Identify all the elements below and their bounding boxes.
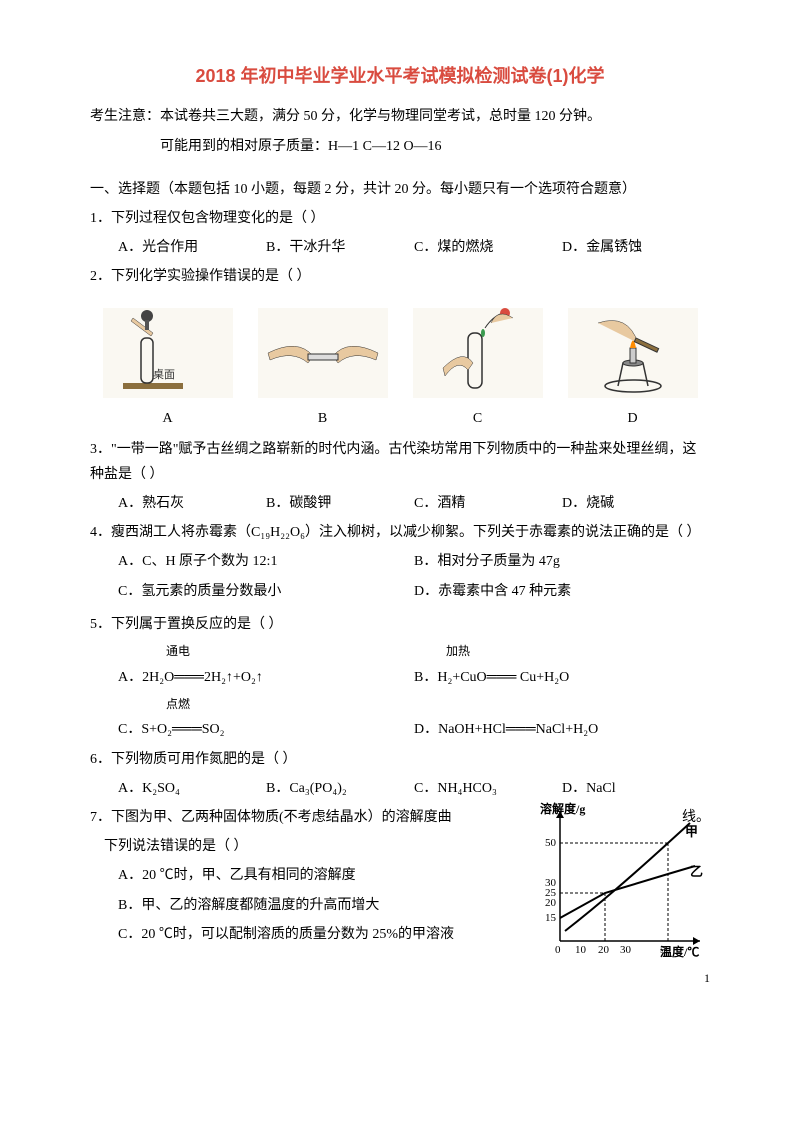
q4-option-a: A．C、H 原子个数为 12:1: [118, 549, 414, 574]
q4-option-d: D．赤霉素中含 47 种元素: [414, 579, 710, 604]
exam-title: 2018 年初中毕业学业水平考试模拟检测试卷(1)化学: [90, 60, 710, 92]
svg-text:10: 10: [575, 944, 587, 956]
q5-label-c: 点燃: [166, 697, 190, 711]
q3-option-a: A．熟石灰: [118, 491, 266, 516]
q5-row-cd: C．S+O₂═══SO₂ D．NaOH+HCl═══NaCl+H₂O: [118, 717, 710, 742]
q1-options: A．光合作用 B．干冰升华 C．煤的燃烧 D．金属锈蚀: [118, 235, 710, 260]
q2-label-d: D: [555, 406, 710, 431]
question-7: 7．下图为甲、乙两种固体物质(不考虑结晶水）的溶解度曲 线。 下列说法错误的是（…: [90, 805, 710, 961]
notice-line-2: 可能用到的相对原子质量：H—1 C—12 O—16: [160, 134, 710, 159]
q7-text-block: 7．下图为甲、乙两种固体物质(不考虑结晶水）的溶解度曲 线。 下列说法错误的是（…: [90, 805, 520, 955]
q1-option-c: C．煤的燃烧: [414, 235, 562, 260]
question-4: 4．瘦西湖工人将赤霉素（C₁₉H₂₂O₆）注入柳树，以减少柳絮。下列关于赤霉素的…: [90, 520, 710, 608]
q6-option-d: D．NaCl: [562, 776, 710, 801]
q4-option-c: C．氢元素的质量分数最小: [118, 579, 414, 604]
q7-option-b: B．甲、乙的溶解度都随温度的升高而增大: [118, 893, 520, 918]
q2-label-a: A: [90, 406, 245, 431]
q1-option-d: D．金属锈蚀: [562, 235, 710, 260]
q1-option-b: B．干冰升华: [266, 235, 414, 260]
svg-text:20: 20: [598, 944, 610, 956]
q4-option-b: B．相对分子质量为 47g: [414, 549, 710, 574]
q2-images: 桌面: [90, 298, 710, 398]
q7-stem-2: 下列说法错误的是（ ）: [104, 834, 520, 859]
q2-img-b: [258, 308, 388, 398]
svg-text:50: 50: [545, 837, 557, 849]
section-1-header: 一、选择题（本题包括 10 小题，每题 2 分，共计 20 分。每小题只有一个选…: [90, 177, 710, 202]
question-6: 6．下列物质可用作氮肥的是（ ） A．K₂SO₄ B．Ca₃(PO₄)₂ C．N…: [90, 747, 710, 801]
q7-option-a: A．20 ℃时，甲、乙具有相同的溶解度: [118, 863, 520, 888]
svg-text:桌面: 桌面: [153, 368, 175, 381]
q5-label-a: 通电: [166, 644, 190, 658]
q6-option-a: A．K₂SO₄: [118, 776, 266, 801]
q1-stem: 1．下列过程仅包含物理变化的是（ ）: [90, 206, 710, 231]
q2-img-a: 桌面: [103, 308, 233, 398]
q6-option-c: C．NH₄HCO₃: [414, 776, 562, 801]
q5-labels-c: 点燃: [118, 694, 710, 716]
q5-option-d: D．NaOH+HCl═══NaCl+H₂O: [414, 717, 710, 742]
q5-option-b: B．H₂+CuO═══ Cu+H₂O: [414, 665, 710, 690]
q5-option-c: C．S+O₂═══SO₂: [118, 717, 414, 742]
q5-labels-ab: 通电 加热: [118, 641, 710, 663]
q6-stem: 6．下列物质可用作氮肥的是（ ）: [90, 747, 710, 772]
q2-stem: 2．下列化学实验操作错误的是（ ）: [90, 264, 710, 289]
q5-row-ab: A．2H₂O═══2H₂↑+O₂↑ B．H₂+CuO═══ Cu+H₂O: [118, 665, 710, 690]
q5-option-a: A．2H₂O═══2H₂↑+O₂↑: [118, 665, 414, 690]
q4-stem: 4．瘦西湖工人将赤霉素（C₁₉H₂₂O₆）注入柳树，以减少柳絮。下列关于赤霉素的…: [90, 520, 710, 545]
q3-option-b: B．碳酸钾: [266, 491, 414, 516]
q2-image-labels: A B C D: [90, 406, 710, 431]
q7-xian: 线。: [682, 805, 710, 830]
q5-label-b: 加热: [446, 644, 470, 658]
svg-text:乙: 乙: [690, 864, 703, 879]
svg-text:溶解度/g: 溶解度/g: [540, 801, 585, 816]
question-3: 3．"一带一路"赋予古丝绸之路崭新的时代内涵。古代染坊常用下列物质中的一种盐来处…: [90, 437, 710, 517]
q4-options: A．C、H 原子个数为 12:1 B．相对分子质量为 47g C．氢元素的质量分…: [118, 549, 710, 607]
q1-option-a: A．光合作用: [118, 235, 266, 260]
svg-text:15: 15: [545, 912, 557, 924]
q2-label-c: C: [400, 406, 555, 431]
q2-img-c: [413, 308, 543, 398]
question-5: 5．下列属于置换反应的是（ ） 通电 加热 A．2H₂O═══2H₂↑+O₂↑ …: [90, 612, 710, 743]
q6-option-b: B．Ca₃(PO₄)₂: [266, 776, 414, 801]
q2-img-d: [568, 308, 698, 398]
page-number: 1: [704, 968, 710, 990]
q3-options: A．熟石灰 B．碳酸钾 C．酒精 D．烧碱: [118, 491, 710, 516]
svg-text:30: 30: [620, 944, 632, 956]
q2-label-b: B: [245, 406, 400, 431]
q6-options: A．K₂SO₄ B．Ca₃(PO₄)₂ C．NH₄HCO₃ D．NaCl: [118, 776, 710, 801]
notice-line-1: 考生注意：本试卷共三大题，满分 50 分，化学与物理同堂考试，总时量 120 分…: [90, 104, 710, 129]
svg-text:20: 20: [545, 897, 557, 909]
q3-option-d: D．烧碱: [562, 491, 710, 516]
q7-stem-1: 7．下图为甲、乙两种固体物质(不考虑结晶水）的溶解度曲 线。: [90, 805, 520, 830]
svg-text:0: 0: [555, 944, 561, 956]
q7-options: A．20 ℃时，甲、乙具有相同的溶解度 B．甲、乙的溶解度都随温度的升高而增大 …: [118, 863, 520, 951]
q7-option-c: C．20 ℃时，可以配制溶质的质量分数为 25%的甲溶液: [118, 922, 520, 947]
svg-text:50: 50: [660, 944, 672, 956]
q5-stem: 5．下列属于置换反应的是（ ）: [90, 612, 710, 637]
q3-option-c: C．酒精: [414, 491, 562, 516]
q3-stem: 3．"一带一路"赋予古丝绸之路崭新的时代内涵。古代染坊常用下列物质中的一种盐来处…: [90, 437, 710, 487]
question-1: 1．下列过程仅包含物理变化的是（ ） A．光合作用 B．干冰升华 C．煤的燃烧 …: [90, 206, 710, 260]
question-2: 2．下列化学实验操作错误的是（ ） 桌面: [90, 264, 710, 430]
